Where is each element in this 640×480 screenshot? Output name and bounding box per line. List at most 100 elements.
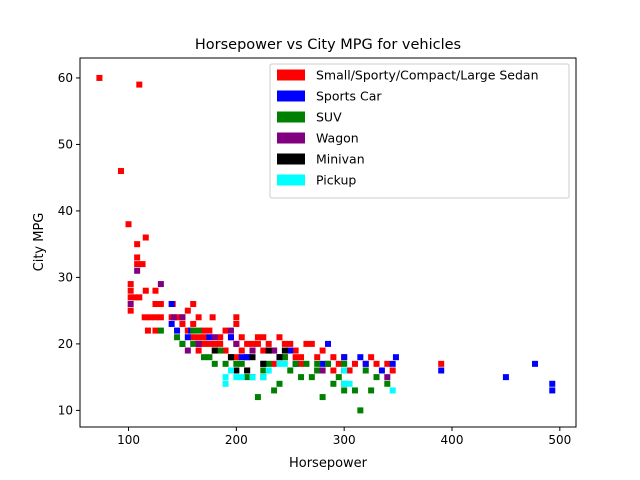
data-point-series-1 bbox=[549, 387, 556, 394]
data-point-series-4 bbox=[233, 367, 240, 374]
legend-label: Sports Car bbox=[316, 89, 382, 104]
data-point-series-0 bbox=[438, 360, 445, 367]
legend-swatch bbox=[277, 174, 305, 186]
legend-swatch bbox=[277, 153, 305, 165]
data-point-series-2 bbox=[298, 374, 305, 381]
data-point-series-4 bbox=[281, 347, 288, 354]
data-point-series-0 bbox=[330, 367, 337, 374]
data-point-series-0 bbox=[195, 314, 202, 321]
data-point-series-1 bbox=[378, 367, 385, 374]
data-point-series-0 bbox=[292, 347, 299, 354]
data-point-series-0 bbox=[308, 340, 315, 347]
data-point-series-2 bbox=[260, 367, 267, 374]
data-point-series-1 bbox=[389, 360, 396, 367]
data-point-series-2 bbox=[179, 340, 186, 347]
data-point-series-4 bbox=[227, 354, 234, 361]
data-point-series-2 bbox=[292, 360, 299, 367]
data-point-series-0 bbox=[298, 360, 305, 367]
data-point-series-3 bbox=[170, 314, 177, 321]
data-point-series-0 bbox=[134, 261, 141, 268]
data-point-series-5 bbox=[276, 360, 283, 367]
data-point-series-0 bbox=[368, 354, 375, 361]
data-point-series-2 bbox=[368, 387, 375, 394]
data-point-series-2 bbox=[330, 380, 337, 387]
data-point-series-0 bbox=[211, 340, 218, 347]
data-point-series-0 bbox=[209, 314, 216, 321]
data-point-series-0 bbox=[254, 334, 261, 341]
data-point-series-0 bbox=[330, 354, 337, 361]
data-point-series-0 bbox=[249, 340, 256, 347]
data-point-series-2 bbox=[335, 374, 342, 381]
y-axis: 10 20 30 40 50 60 bbox=[58, 71, 80, 417]
data-point-series-2 bbox=[281, 354, 288, 361]
data-point-series-0 bbox=[201, 334, 207, 341]
points-layer bbox=[96, 74, 556, 414]
data-point-series-0 bbox=[233, 314, 240, 321]
data-point-series-0 bbox=[346, 367, 353, 374]
data-point-series-0 bbox=[195, 347, 202, 354]
data-point-series-0 bbox=[287, 340, 294, 347]
data-point-series-0 bbox=[127, 287, 134, 294]
data-point-series-0 bbox=[238, 334, 245, 341]
y-tick-label: 30 bbox=[58, 270, 73, 284]
data-point-series-3 bbox=[227, 327, 234, 334]
data-point-series-5 bbox=[341, 380, 348, 387]
data-point-series-2 bbox=[211, 360, 218, 367]
data-point-series-0 bbox=[190, 334, 197, 341]
data-point-series-2 bbox=[222, 360, 229, 367]
data-point-series-3 bbox=[127, 301, 134, 307]
data-point-series-0 bbox=[139, 261, 146, 268]
data-point-series-0 bbox=[152, 287, 159, 294]
data-point-series-5 bbox=[265, 367, 272, 374]
data-point-series-0 bbox=[127, 294, 134, 301]
data-point-series-0 bbox=[96, 74, 103, 81]
data-point-series-0 bbox=[335, 360, 342, 367]
y-tick-label: 20 bbox=[58, 337, 73, 351]
legend-label: Pickup bbox=[316, 173, 356, 188]
data-point-series-0 bbox=[131, 294, 138, 301]
data-point-series-1 bbox=[184, 334, 191, 341]
data-point-series-4 bbox=[276, 354, 283, 361]
data-point-series-1 bbox=[549, 380, 556, 387]
data-point-series-2 bbox=[206, 354, 213, 361]
legend-swatch bbox=[277, 69, 305, 81]
data-point-series-3 bbox=[211, 334, 218, 341]
data-point-series-2 bbox=[314, 367, 321, 374]
data-point-series-3 bbox=[233, 340, 240, 347]
x-tick-label: 500 bbox=[548, 433, 571, 447]
x-axis-label: Horsepower bbox=[289, 456, 368, 471]
data-point-series-0 bbox=[271, 360, 278, 367]
data-point-series-0 bbox=[152, 327, 159, 334]
data-point-series-3 bbox=[249, 347, 256, 354]
data-point-series-0 bbox=[125, 221, 132, 228]
data-point-series-2 bbox=[254, 394, 261, 401]
y-axis-label: City MPG bbox=[32, 213, 47, 272]
x-tick-label: 400 bbox=[441, 433, 464, 447]
data-point-series-5 bbox=[389, 387, 396, 394]
y-tick-label: 10 bbox=[58, 403, 73, 417]
data-point-series-0 bbox=[244, 340, 251, 347]
data-point-series-2 bbox=[341, 360, 348, 367]
data-point-series-2 bbox=[362, 367, 369, 374]
data-point-series-0 bbox=[206, 340, 213, 347]
data-point-series-0 bbox=[179, 320, 186, 327]
data-point-series-5 bbox=[227, 367, 234, 374]
data-point-series-0 bbox=[117, 168, 124, 175]
data-point-series-5 bbox=[249, 374, 256, 381]
data-point-series-0 bbox=[144, 327, 151, 334]
data-point-series-0 bbox=[260, 347, 267, 354]
data-point-series-0 bbox=[134, 241, 141, 248]
data-point-series-1 bbox=[227, 334, 234, 341]
data-point-series-0 bbox=[136, 294, 143, 301]
legend-label: SUV bbox=[316, 110, 342, 125]
data-point-series-0 bbox=[184, 307, 191, 314]
data-point-series-2 bbox=[276, 380, 283, 387]
data-point-series-0 bbox=[389, 367, 396, 374]
data-point-series-0 bbox=[152, 314, 159, 321]
data-point-series-4 bbox=[265, 347, 272, 354]
data-point-series-0 bbox=[222, 347, 229, 354]
data-point-series-0 bbox=[184, 327, 191, 334]
data-point-series-0 bbox=[233, 354, 240, 361]
x-tick-label: 200 bbox=[225, 433, 248, 447]
x-axis: 100 200 300 400 500 bbox=[117, 427, 571, 447]
